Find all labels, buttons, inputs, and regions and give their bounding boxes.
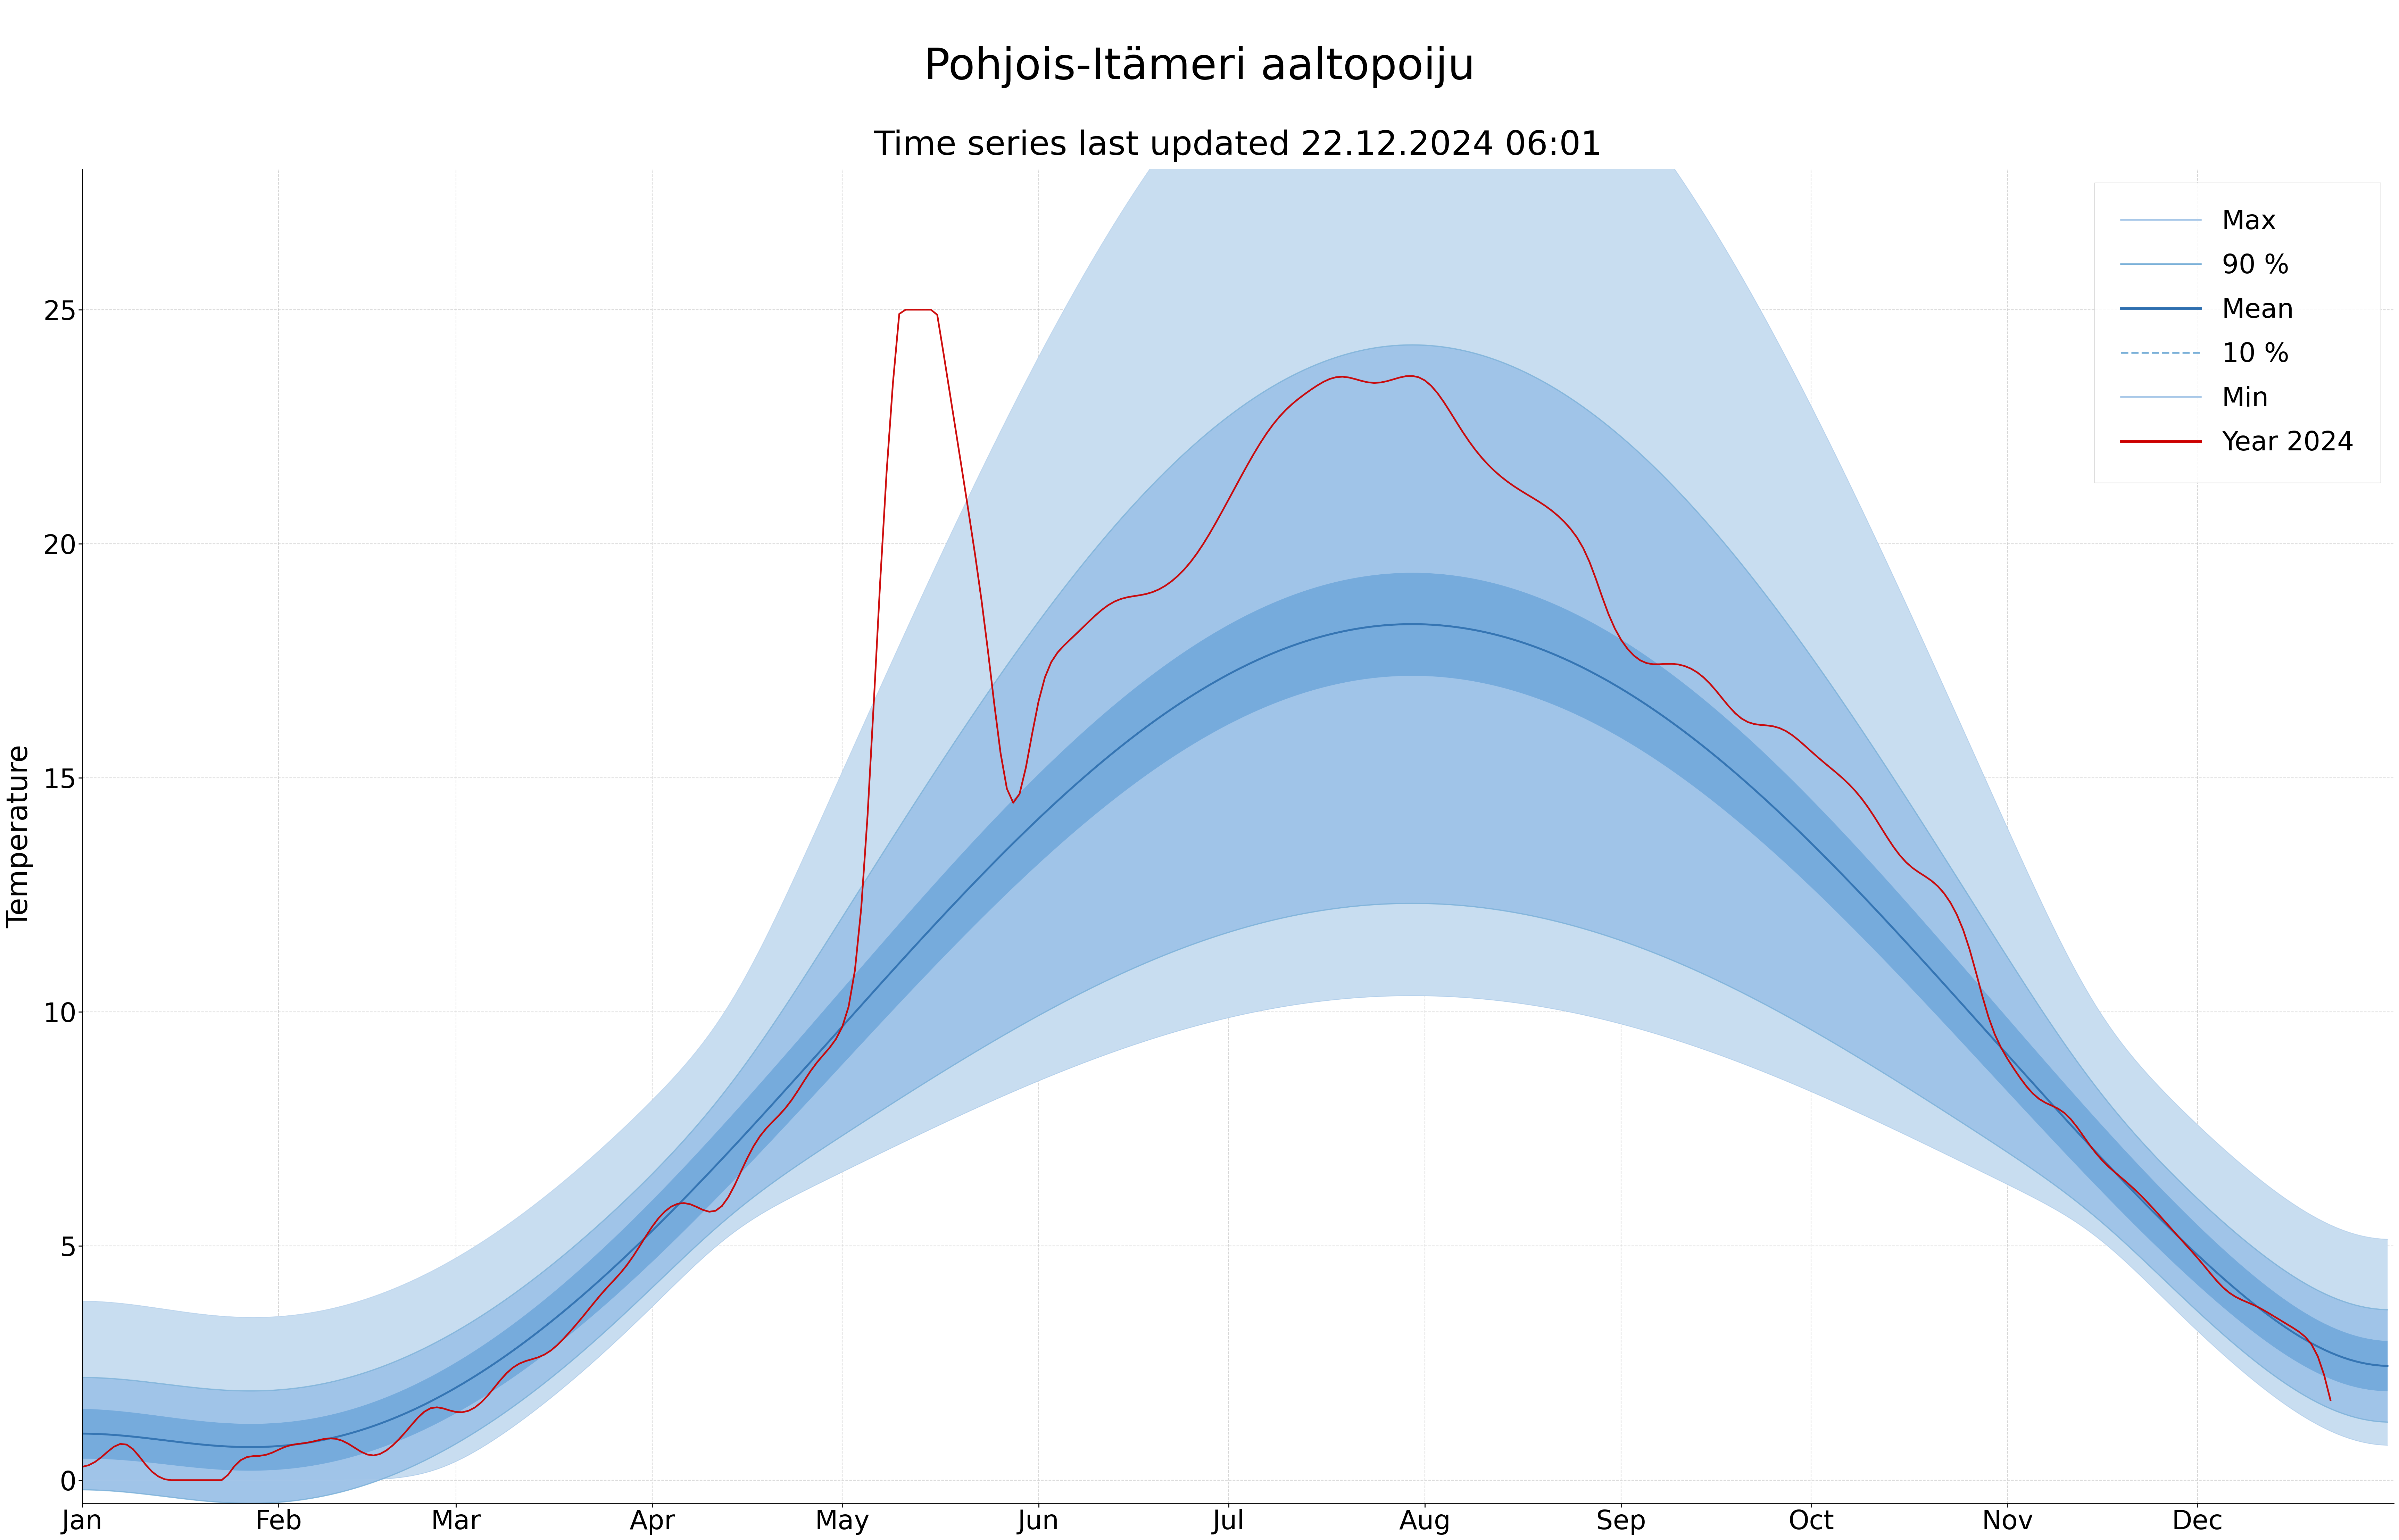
- Legend: Max, 90 %, Mean, 10 %, Min, Year 2024: Max, 90 %, Mean, 10 %, Min, Year 2024: [2094, 183, 2380, 482]
- Title: Time series last updated 22.12.2024 06:01: Time series last updated 22.12.2024 06:0…: [873, 129, 1603, 162]
- Y-axis label: Temperature: Temperature: [5, 745, 34, 929]
- Text: Pohjois-Itämeri aaltopoiju: Pohjois-Itämeri aaltopoiju: [924, 46, 1475, 88]
